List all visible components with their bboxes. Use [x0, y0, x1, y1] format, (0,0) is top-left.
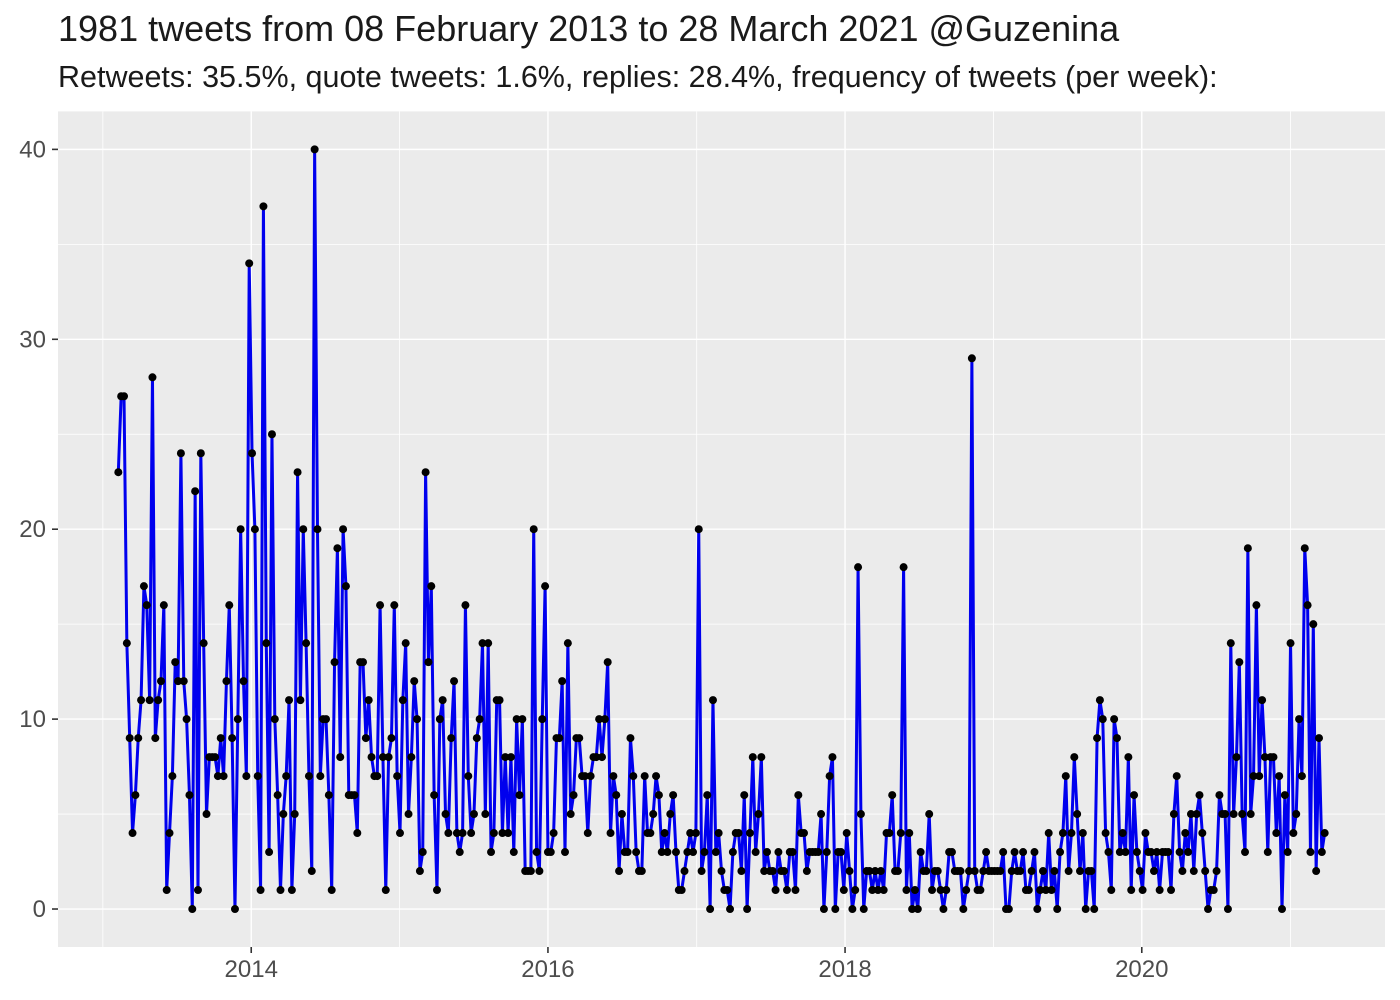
- svg-text:2018: 2018: [818, 956, 871, 983]
- svg-text:2020: 2020: [1115, 956, 1168, 983]
- svg-text:20: 20: [19, 516, 46, 543]
- svg-text:40: 40: [19, 136, 46, 163]
- svg-text:30: 30: [19, 326, 46, 353]
- svg-text:2016: 2016: [521, 956, 574, 983]
- svg-text:0: 0: [33, 896, 46, 923]
- svg-text:2014: 2014: [225, 956, 278, 983]
- svg-text:10: 10: [19, 706, 46, 733]
